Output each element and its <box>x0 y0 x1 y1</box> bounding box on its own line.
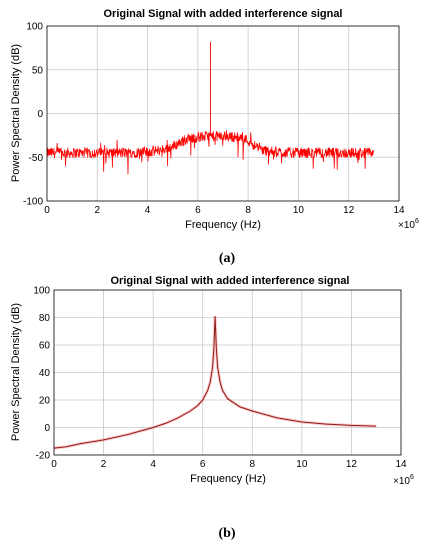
chart-title-b: Original Signal with added interference … <box>111 275 350 287</box>
x-tick-label: 6 <box>195 205 201 216</box>
x-tick-label: 10 <box>293 205 305 216</box>
x-tick-label: 0 <box>51 459 57 470</box>
x-tick-label: 4 <box>145 205 151 216</box>
x-tick-label: 6 <box>200 459 206 470</box>
y-tick-label: -50 <box>29 153 44 164</box>
x-tick-label: 12 <box>343 205 355 216</box>
chart-panel-a: 0 2 4 6 8 10 12 14 -100 -50 0 50 100 Original Signa… <box>10 8 419 266</box>
y-tick-label: -100 <box>23 197 43 208</box>
chart-title-a: Original Signal with added interference … <box>104 8 343 20</box>
x-tick-label: 12 <box>346 459 358 470</box>
series-a <box>46 41 375 175</box>
panel-label-b: (b) <box>218 526 235 541</box>
y-tick-label: 20 <box>39 396 51 407</box>
x-tick-label: 14 <box>395 459 407 470</box>
x-tick-label: 4 <box>150 459 156 470</box>
y-tick-label: 80 <box>39 313 51 324</box>
x-tick-label: 8 <box>250 459 256 470</box>
panel-label-a: (a) <box>219 251 236 266</box>
x-tick-label: 8 <box>245 205 251 216</box>
x-axis-label-a: Frequency (Hz) <box>185 219 261 231</box>
x-tick-labels-a: 0 2 4 6 8 10 12 14 <box>44 205 405 216</box>
series-b <box>53 316 377 450</box>
y-tick-labels-a: -100 -50 0 50 100 <box>23 22 43 208</box>
y-tick-label: 60 <box>39 341 51 352</box>
axes-frame-a <box>46 25 400 202</box>
y-tick-label: 100 <box>33 286 50 297</box>
axes-frame-b <box>53 289 402 456</box>
y-tick-label: 0 <box>44 423 50 434</box>
x-tick-label: 14 <box>393 205 405 216</box>
x-multiplier-b: ×106 <box>393 474 414 487</box>
psd-trace <box>53 316 377 449</box>
x-tick-labels-b: 0 2 4 6 8 10 12 14 <box>51 459 407 470</box>
y-tick-labels-b: -20 0 20 40 60 80 100 <box>33 286 50 462</box>
x-tick-label: 2 <box>101 459 107 470</box>
y-axis-label-b: Power Spectral Density (dB) <box>10 303 22 441</box>
x-tick-label: 2 <box>95 205 101 216</box>
x-tick-label: 0 <box>44 205 50 216</box>
x-tick-label: 10 <box>296 459 308 470</box>
grid-a <box>47 26 399 201</box>
x-multiplier-a: ×106 <box>398 218 419 231</box>
x-axis-label-b: Frequency (Hz) <box>190 473 266 485</box>
y-tick-label: -20 <box>36 451 51 462</box>
y-axis-label-a: Power Spectral Density (dB) <box>10 44 22 182</box>
y-tick-label: 40 <box>39 368 51 379</box>
y-tick-label: 100 <box>26 22 43 33</box>
y-tick-label: 0 <box>37 109 43 120</box>
y-tick-label: 50 <box>32 65 44 76</box>
